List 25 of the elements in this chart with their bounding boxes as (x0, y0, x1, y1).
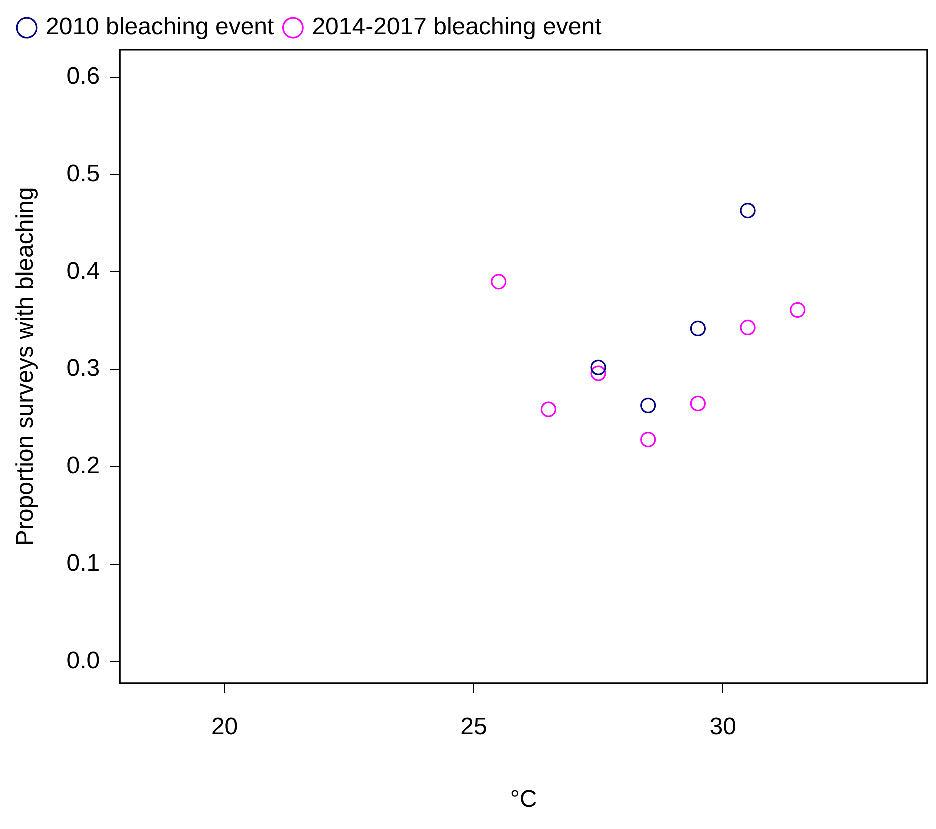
x-tick-label: 30 (710, 713, 736, 740)
y-axis-title: Proportion surveys with bleaching (12, 187, 40, 546)
legend-label: 2010 bleaching event (46, 14, 275, 41)
y-tick-label: 0.5 (66, 160, 100, 188)
y-tick-label: 0.2 (66, 452, 100, 480)
y-tick-label: 0.4 (66, 258, 100, 285)
legend-label: 2014-2017 bleaching event (312, 14, 602, 41)
point (640, 398, 656, 414)
point (690, 396, 706, 412)
point (640, 432, 656, 448)
x-tick-label: 20 (211, 713, 238, 740)
point (590, 360, 606, 376)
y-tick-label: 0.6 (66, 62, 100, 90)
x-axis-title: °C (510, 786, 538, 814)
point (590, 366, 606, 382)
y-tick-label: 0.0 (66, 648, 100, 675)
point (740, 202, 756, 219)
y-tick-label: 0.1 (66, 550, 100, 578)
point (790, 302, 806, 318)
y-tick-label: 0.3 (66, 355, 100, 382)
point (740, 320, 756, 336)
point (540, 402, 556, 418)
point (690, 320, 706, 336)
x-tick-label: 25 (460, 713, 488, 740)
point (491, 274, 507, 290)
